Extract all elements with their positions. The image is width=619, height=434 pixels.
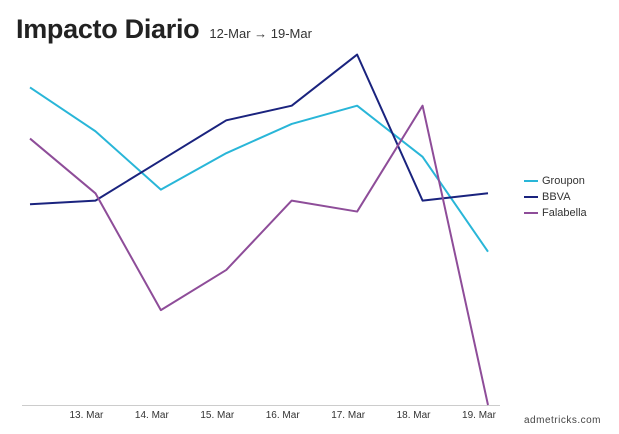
x-tick-label: 17. Mar [331, 410, 366, 421]
credit-text: admetricks.com [523, 415, 601, 426]
legend-label: Groupon [542, 175, 585, 187]
series-line-falabella[interactable] [29, 104, 489, 406]
series-line-bbva[interactable] [29, 53, 489, 206]
series-line-groupon[interactable] [29, 86, 489, 253]
chart-date-range: 12-Mar → 19-Mar [209, 26, 312, 41]
chart-legend: Groupon BBVA Falabella [524, 173, 587, 221]
legend-label: BBVA [542, 191, 571, 203]
chart-title: Impacto Diario [16, 14, 200, 44]
legend-item-bbva[interactable]: BBVA [524, 189, 587, 205]
x-tick-label: 18. Mar [397, 410, 432, 421]
x-tick-label: 14. Mar [135, 410, 170, 421]
x-tick-label: 16. Mar [266, 410, 301, 421]
x-tick-label: 15. Mar [200, 410, 235, 421]
legend-swatch [524, 212, 538, 214]
legend-swatch [524, 180, 538, 182]
x-tick-label: 13. Mar [69, 410, 104, 421]
legend-label: Falabella [542, 207, 587, 219]
x-tick-label: 19. Mar [462, 410, 497, 421]
chart-header: Impacto Diario 12-Mar → 19-Mar [16, 14, 312, 45]
legend-swatch [524, 196, 538, 198]
legend-item-falabella[interactable]: Falabella [524, 205, 587, 221]
legend-item-groupon[interactable]: Groupon [524, 173, 587, 189]
